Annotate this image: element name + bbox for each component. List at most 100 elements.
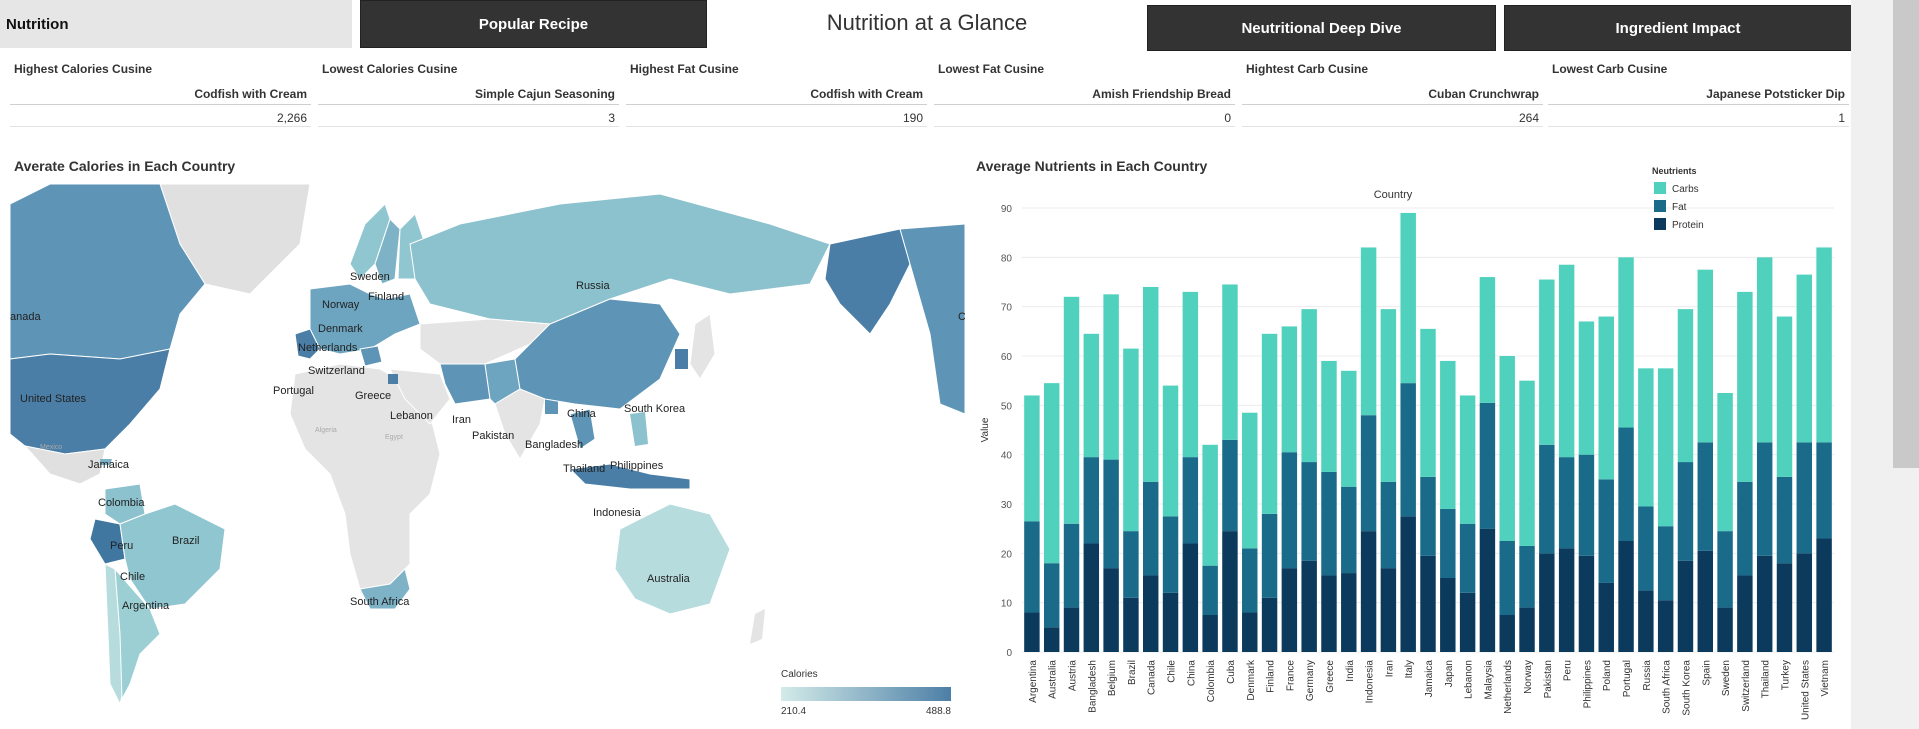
kpi-divider: [1548, 126, 1849, 127]
bar-fat: [1400, 383, 1416, 517]
bar-fat: [1677, 462, 1694, 561]
bar-protein: [1756, 555, 1773, 652]
bar-carbs: [1776, 316, 1793, 477]
x-tick-label: Vietnam: [1820, 660, 1831, 697]
bar-protein: [1816, 538, 1832, 652]
map-label: Finland: [368, 291, 404, 303]
bar-protein: [1440, 578, 1456, 652]
bar-carbs: [1479, 277, 1496, 403]
x-tick-label: Greece: [1325, 660, 1336, 693]
x-tick-label: Portugal: [1622, 660, 1633, 697]
kpi-highest-fat: Highest Fat Cusine Codfish with Cream 19…: [626, 56, 927, 144]
tab-neutritional-deep-dive[interactable]: Neutritional Deep Dive: [1147, 5, 1496, 51]
x-tick-label: Brazil: [1127, 660, 1138, 685]
bar-carbs: [1756, 257, 1773, 443]
bar-fat: [1103, 459, 1119, 569]
nutrients-chart[interactable]: 0 10 20 30 40 50 60 70 80 90 Country Value Argentina…: [972, 160, 1848, 729]
bar-fat: [1618, 427, 1634, 541]
map-sweden: [374, 218, 401, 285]
kpi-value: 264: [1518, 111, 1539, 125]
kpi-divider: [318, 104, 619, 105]
legend-swatch: [1654, 200, 1666, 212]
bar-carbs: [1420, 328, 1436, 477]
bar-fat: [1043, 563, 1060, 628]
tab-popular-recipe[interactable]: Popular Recipe: [360, 0, 707, 48]
bar-fat: [1321, 471, 1337, 576]
bar-carbs: [1103, 294, 1119, 460]
kpi-title: Hightest Carb Cusine: [1246, 62, 1369, 76]
tab-ingredient-impact[interactable]: Ingredient Impact: [1504, 5, 1852, 51]
map-label: South Korea: [624, 403, 686, 415]
bar-carbs: [1024, 395, 1040, 522]
kpi-dish: Japanese Potsticker Dip: [1706, 87, 1845, 101]
map-united-states: [10, 348, 171, 455]
map-bangladesh: [545, 399, 558, 414]
bar-protein: [1776, 563, 1793, 652]
y-tick-label: 80: [1001, 253, 1013, 264]
legend-min: 210.4: [781, 706, 806, 717]
x-tick-label: Belgium: [1107, 660, 1118, 696]
bar-carbs: [1182, 291, 1199, 458]
bar-fat: [1281, 452, 1298, 569]
bar-carbs: [1063, 296, 1080, 524]
bar-carbs: [1162, 385, 1179, 517]
map-label: United States: [20, 393, 87, 405]
x-tick-label: Malaysia: [1483, 660, 1494, 700]
bar-fat: [1816, 442, 1832, 539]
map-label: South Africa: [350, 596, 410, 608]
bar-protein: [1103, 568, 1119, 652]
bar-fat: [1123, 531, 1139, 598]
x-tick-label: Bangladesh: [1087, 660, 1098, 713]
bar-protein: [1360, 531, 1377, 652]
bar-carbs: [1737, 291, 1753, 482]
bar-protein: [1717, 607, 1733, 652]
bar-fat: [1143, 481, 1159, 576]
bar-protein: [1024, 612, 1040, 652]
x-tick-label: Spain: [1701, 660, 1712, 686]
bar-protein: [1321, 575, 1337, 652]
bar-carbs: [1816, 247, 1832, 443]
bar-fat: [1578, 454, 1595, 556]
legend-title: Calories: [781, 669, 818, 680]
kpi-title: Lowest Calories Cusine: [322, 62, 458, 76]
x-tick-label: Switzerland: [1741, 660, 1752, 712]
map-peru: [89, 518, 126, 565]
bar-carbs: [1083, 333, 1100, 458]
map-label: Netherlands: [298, 342, 358, 354]
bar-protein: [1162, 592, 1179, 652]
x-tick-label: Italy: [1404, 660, 1415, 678]
bar-fat: [1717, 531, 1733, 608]
kpi-dish: Amish Friendship Bread: [1092, 87, 1231, 101]
bar-fat: [1440, 508, 1456, 578]
legend-label: Fat: [1672, 202, 1687, 213]
kpi-lowest-calories: Lowest Calories Cusine Simple Cajun Seas…: [318, 56, 619, 144]
kpi-divider: [626, 104, 927, 105]
bar-fat: [1657, 526, 1674, 601]
x-tick-label: South Africa: [1662, 660, 1673, 714]
kpi-highest-carb: Hightest Carb Cusine Cuban Crunchwrap 26…: [1242, 56, 1543, 144]
map-label: China: [567, 408, 597, 420]
x-tick-label: Indonesia: [1365, 660, 1376, 704]
scrollbar-thumb[interactable]: [1893, 0, 1919, 468]
tab-nutrition[interactable]: Nutrition: [0, 0, 352, 48]
x-tick-label: South Korea: [1681, 660, 1692, 716]
x-tick-label: Peru: [1563, 660, 1574, 681]
bar-fat: [1301, 462, 1317, 561]
bar-protein: [1737, 575, 1753, 652]
bar-fat: [1598, 479, 1614, 583]
x-tick-label: Germany: [1305, 660, 1316, 701]
bar-carbs: [1796, 274, 1813, 443]
kpi-dish: Codfish with Cream: [194, 87, 307, 101]
calories-map[interactable]: Algeria Egypt Mexico anada United States…: [10, 184, 965, 729]
bar-carbs: [1717, 393, 1733, 532]
x-axis-title: Country: [1374, 189, 1413, 201]
bar-carbs: [1539, 279, 1555, 445]
y-tick-label: 90: [1001, 204, 1013, 215]
map-japan: [689, 313, 716, 380]
map-faint-label: Egypt: [385, 434, 403, 441]
map-label: Portugal: [273, 385, 314, 397]
y-tick-label: 10: [1001, 599, 1013, 610]
bar-carbs: [1598, 316, 1614, 480]
x-tick-label: Japan: [1444, 660, 1455, 687]
bar-protein: [1539, 553, 1555, 652]
